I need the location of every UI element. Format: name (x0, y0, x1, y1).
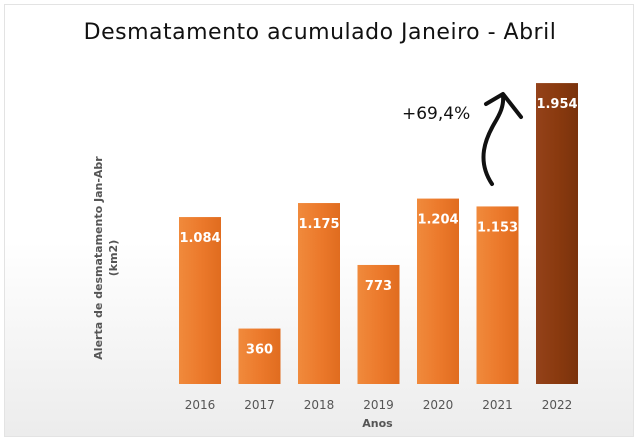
x-tick-label: 2022 (542, 398, 573, 412)
growth-annotation: +69,4% (402, 104, 471, 124)
bar-value-label: 1.954 (536, 97, 577, 112)
x-tick-label: 2016 (185, 398, 216, 412)
chart-title: Desmatamento acumulado Janeiro - Abril (83, 20, 557, 45)
bar-2018 (298, 203, 340, 384)
x-axis-label: Anos (362, 417, 393, 430)
bar-2019 (357, 264, 400, 384)
bar-2016 (179, 217, 221, 384)
bar-2020 (417, 198, 459, 384)
bar-value-label: 1.175 (298, 217, 339, 232)
x-tick-label: 2019 (363, 398, 394, 412)
bar-value-label: 1.204 (417, 213, 458, 228)
bar-2022 (536, 83, 578, 385)
bar-value-label: 360 (246, 343, 273, 358)
bar-value-label: 1.084 (179, 231, 220, 246)
bar-2021 (476, 206, 519, 384)
x-tick-label: 2017 (244, 398, 275, 412)
x-tick-label: 2018 (304, 398, 335, 412)
up-arrow-head (484, 92, 523, 119)
bar-value-label: 773 (365, 279, 392, 294)
x-tick-label: 2020 (423, 398, 454, 412)
bar-2017 (238, 328, 281, 384)
x-tick-label: 2021 (482, 398, 513, 412)
bar-value-label: 1.153 (477, 220, 518, 235)
up-arrow-icon (481, 94, 506, 186)
